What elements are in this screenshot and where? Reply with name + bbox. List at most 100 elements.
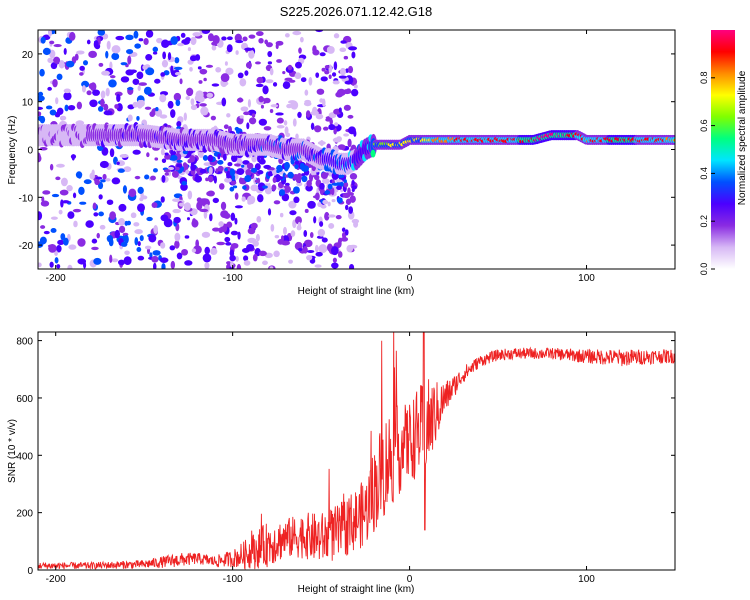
heatmap-cell [160, 72, 166, 77]
heatmap-cell [133, 30, 139, 39]
heatmap-cell [288, 100, 297, 104]
heatmap-cell [98, 194, 103, 200]
heatmap-cell [348, 126, 356, 135]
heatmap-cell [264, 252, 273, 259]
heatmap-cell [234, 126, 240, 131]
heatmap-cell [285, 132, 291, 138]
heatmap-cell [342, 89, 352, 95]
heatmap-cell [76, 50, 85, 55]
heatmap-cell [100, 179, 106, 183]
colorbar: 0.0 0.2 0.4 0.6 0.8 Normalized spectral ampl… [699, 30, 748, 275]
heatmap-cell [149, 252, 153, 259]
heatmap-cell [54, 250, 58, 256]
heatmap-cell [257, 194, 264, 203]
heatmap-cell [343, 179, 347, 183]
heatmap-cell [319, 98, 324, 103]
heatmap-cell [286, 103, 293, 109]
heatmap-cell [346, 244, 354, 253]
heatmap-cell [234, 192, 239, 200]
heatmap-cell [173, 66, 183, 71]
heatmap-cell [175, 166, 180, 171]
spectrogram-x-ticks: -200 -100 0 100 [46, 30, 595, 284]
heatmap-cell [267, 61, 273, 65]
heatmap-cell [127, 87, 134, 91]
heatmap-cell [303, 101, 312, 107]
heatmap-cell [171, 170, 179, 178]
heatmap-cell [230, 212, 236, 222]
heatmap-cell [341, 227, 346, 233]
snr-x-label: Height of straight line (km) [298, 584, 415, 595]
heatmap-cell [174, 240, 180, 249]
heatmap-cell [139, 235, 144, 242]
heatmap-cell [314, 174, 320, 181]
heatmap-cell [336, 185, 342, 190]
heatmap-cell [283, 120, 288, 126]
heatmap-cell [93, 40, 99, 49]
heatmap-cell [42, 190, 51, 195]
heatmap-cell [134, 229, 143, 235]
heatmap-cell [91, 169, 95, 177]
heatmap-cell [221, 36, 227, 41]
heatmap-cell [273, 250, 280, 258]
heatmap-cell [336, 136, 342, 142]
y-tick-label: 0 [27, 566, 33, 577]
heatmap-cell [202, 253, 212, 263]
heatmap-cell [207, 154, 214, 162]
heatmap-cell [89, 99, 98, 108]
heatmap-cell [138, 38, 144, 42]
heatmap-cell [282, 81, 291, 90]
heatmap-cell [345, 204, 349, 211]
heatmap-cell [150, 175, 156, 181]
heatmap-cell [187, 190, 193, 200]
heatmap-cell [328, 223, 335, 229]
heatmap-cell [189, 67, 193, 72]
heatmap-cell [144, 106, 152, 110]
heatmap-cell [139, 99, 145, 107]
heatmap-cell [86, 39, 91, 45]
heatmap-cell [242, 160, 250, 165]
heatmap-cell [160, 148, 165, 156]
heatmap-cell [38, 262, 42, 268]
heatmap-cell [284, 33, 290, 38]
heatmap-cell [318, 244, 328, 254]
heatmap-cell [63, 91, 72, 101]
heatmap-cell [170, 260, 176, 269]
heatmap-cell [49, 163, 54, 171]
heatmap-cell [123, 234, 129, 244]
heatmap-cell [58, 60, 65, 69]
heatmap-cell [333, 61, 338, 71]
heatmap-cell [218, 183, 225, 190]
heatmap-cell [199, 198, 209, 202]
heatmap-cell [152, 250, 161, 256]
heatmap-cell [124, 250, 130, 256]
heatmap-cell [229, 186, 235, 192]
heatmap-cell [191, 248, 197, 253]
colorbar-tick-label: 0.2 [699, 215, 709, 228]
heatmap-cell [351, 185, 357, 190]
heatmap-cell [297, 221, 302, 230]
heatmap-cell [312, 106, 318, 115]
heatmap-cell [210, 115, 217, 121]
heatmap-cell [313, 125, 322, 133]
heatmap-cell [103, 103, 109, 111]
heatmap-cell [328, 214, 336, 218]
heatmap-cell [315, 113, 324, 120]
heatmap-cell [229, 168, 236, 177]
heatmap-cell [156, 37, 163, 44]
heatmap-cell [324, 70, 330, 75]
heatmap-cell [56, 163, 65, 168]
heatmap-cell [208, 175, 214, 183]
x-tick-label: -200 [46, 273, 66, 284]
heatmap-cell [273, 200, 281, 205]
heatmap-cell [271, 184, 277, 191]
heatmap-cell [321, 237, 328, 243]
heatmap-cell [100, 90, 106, 99]
heatmap-cell [343, 133, 350, 137]
heatmap-cell [137, 241, 141, 247]
heatmap-cell [117, 259, 125, 266]
heatmap-cell [66, 185, 73, 192]
heatmap-cell [130, 212, 137, 219]
heatmap-cell [204, 246, 211, 255]
heatmap-cell [77, 258, 87, 265]
spectrogram-y-label: Frequency (Hz) [7, 116, 18, 185]
